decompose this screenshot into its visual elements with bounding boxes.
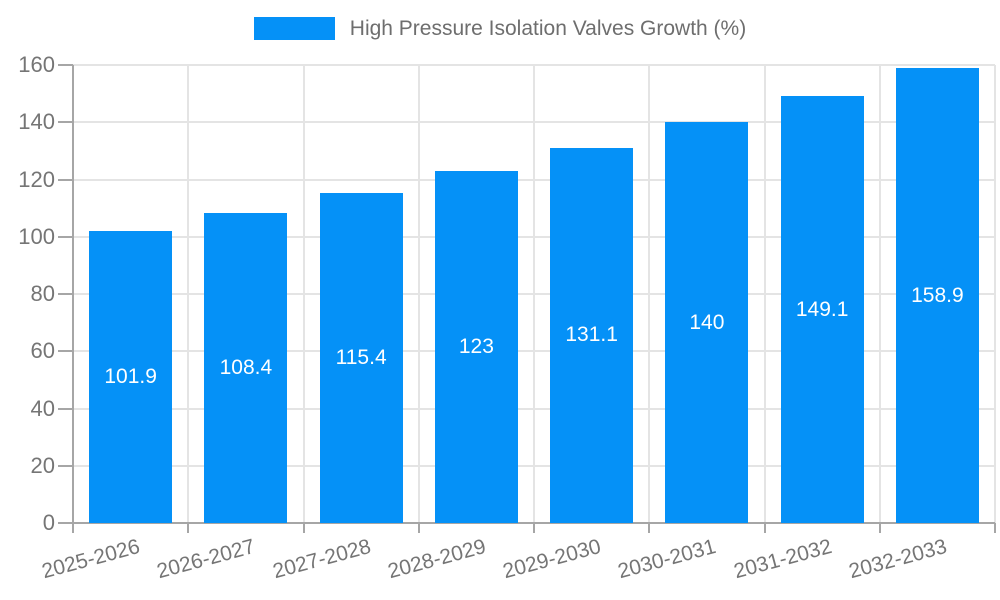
- bar-value-label: 131.1: [565, 323, 618, 347]
- vertical-gridline: [878, 65, 881, 523]
- legend-swatch-icon: [253, 17, 335, 40]
- bar: [895, 68, 979, 523]
- bar: [550, 147, 634, 523]
- x-tick-label: 2027-2028: [270, 535, 374, 584]
- y-tick: [58, 178, 73, 181]
- x-tick-label: 2029-2030: [500, 535, 604, 584]
- bar-value-label: 123: [458, 334, 494, 358]
- legend-item[interactable]: High Pressure Isolation Valves Growth (%…: [253, 17, 747, 40]
- y-tick-label: 40: [30, 395, 55, 421]
- bar-value-label: 108.4: [219, 355, 273, 379]
- vertical-gridline: [648, 65, 651, 523]
- y-tick-label: 140: [18, 109, 55, 135]
- x-tick: [878, 523, 881, 533]
- x-tick-label: 2032-2033: [846, 535, 950, 584]
- bar: [204, 212, 288, 523]
- y-tick: [58, 64, 73, 66]
- x-tick: [994, 523, 996, 533]
- x-tick: [763, 523, 766, 533]
- x-tick-label: 2030-2031: [615, 535, 719, 584]
- y-tick-label: 80: [30, 281, 55, 306]
- chart-legend: High Pressure Isolation Valves Growth (%…: [0, 17, 1000, 40]
- bar: [434, 170, 518, 523]
- y-tick-label: 120: [18, 166, 55, 192]
- bar-value-label: 115.4: [335, 345, 387, 369]
- bar: [780, 96, 864, 523]
- y-tick-label: 160: [18, 52, 55, 77]
- x-tick: [648, 523, 651, 533]
- bar: [319, 192, 403, 523]
- bar-value-label: 101.9: [104, 365, 157, 389]
- y-tick-label: 60: [30, 338, 55, 364]
- y-tick: [58, 235, 73, 238]
- bar-value-label: 149.1: [795, 297, 849, 321]
- vertical-gridline: [187, 65, 190, 523]
- y-tick: [58, 407, 73, 410]
- vertical-gridline: [417, 65, 420, 523]
- y-tick-label: 100: [18, 223, 55, 249]
- y-tick: [58, 350, 73, 353]
- vertical-gridline: [302, 65, 305, 523]
- x-tick-label: 2028-2029: [385, 535, 489, 584]
- bar-value-label: 158.9: [911, 283, 964, 307]
- y-tick-label: 0: [42, 510, 55, 535]
- bar: [89, 231, 173, 523]
- x-tick-label: 2026-2027: [154, 535, 258, 584]
- y-axis-line: [72, 65, 74, 533]
- y-tick-label: 20: [30, 452, 55, 478]
- vertical-gridline: [994, 65, 996, 523]
- x-axis-line: [73, 522, 995, 524]
- bar: [665, 122, 749, 523]
- x-tick: [302, 523, 305, 533]
- x-tick-label: 2025-2026: [39, 535, 143, 584]
- y-tick: [58, 464, 73, 467]
- y-tick: [58, 121, 73, 124]
- x-tick-label: 2031-2032: [731, 535, 835, 584]
- x-tick: [187, 523, 190, 533]
- vertical-gridline: [763, 65, 766, 523]
- legend-label: High Pressure Isolation Valves Growth (%…: [349, 17, 747, 40]
- bar-value-label: 140: [689, 310, 725, 334]
- y-tick: [58, 293, 73, 295]
- x-tick: [417, 523, 420, 533]
- y-tick: [58, 522, 73, 524]
- x-tick: [533, 523, 535, 533]
- vertical-gridline: [533, 65, 535, 523]
